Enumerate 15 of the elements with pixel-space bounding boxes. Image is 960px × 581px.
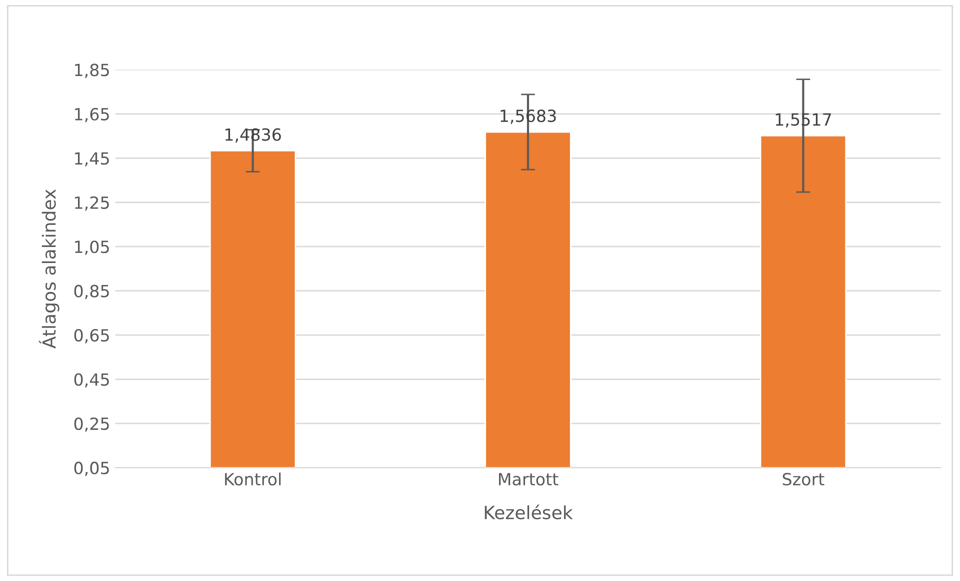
y-tick-label: 0,85 xyxy=(74,284,109,300)
y-tick-label: 1,65 xyxy=(75,108,109,122)
x-tick-label: Szort xyxy=(782,472,824,486)
y-tick-label: 1,25 xyxy=(75,196,109,211)
x-tick-label: Martott xyxy=(499,473,558,486)
y-tick-label: 1,85 xyxy=(75,64,109,78)
x-tick-label: Kontrol xyxy=(225,472,281,486)
y-tick-label: 0,05 xyxy=(74,462,109,476)
y-tick-label: 0,45 xyxy=(74,373,109,388)
x-axis-title: Kezelések xyxy=(484,504,573,520)
y-tick-label: 0,65 xyxy=(74,329,109,344)
y-tick-label: 1,05 xyxy=(75,240,109,255)
y-tick-label: 1,45 xyxy=(75,152,109,166)
y-axis-title: Átlagos alakindex xyxy=(38,189,60,348)
y-tick-label: 0,25 xyxy=(74,417,109,432)
